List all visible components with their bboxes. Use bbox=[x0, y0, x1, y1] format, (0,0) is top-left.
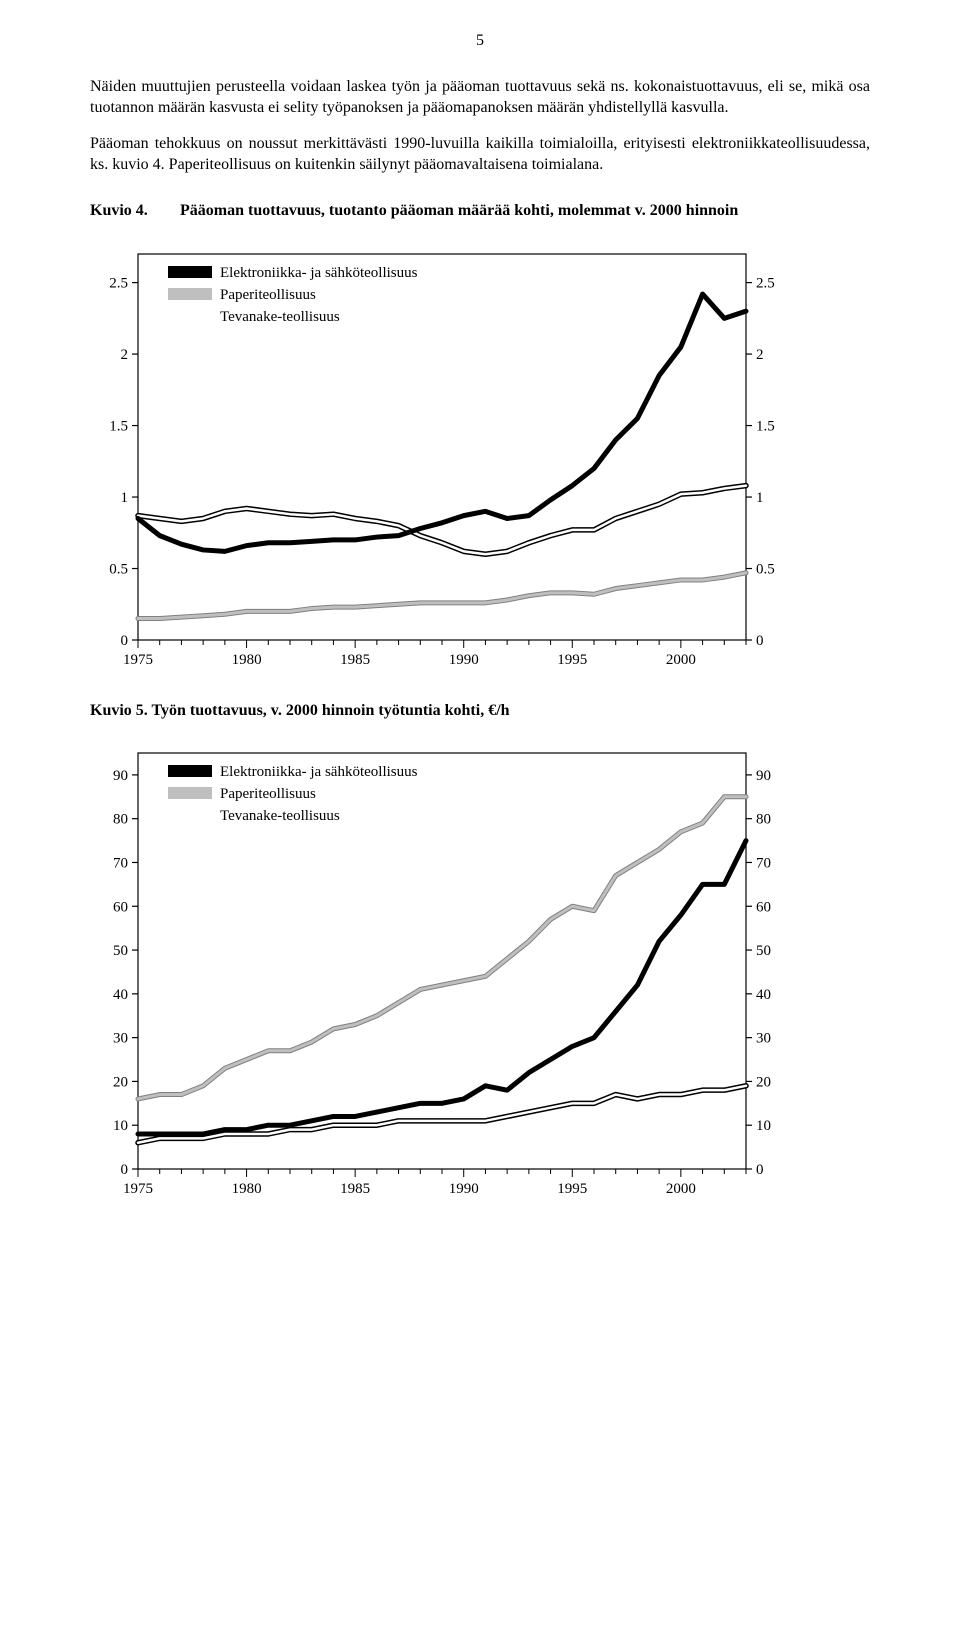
svg-text:70: 70 bbox=[113, 856, 128, 872]
svg-text:1995: 1995 bbox=[557, 1181, 587, 1197]
kuvio4-heading: Kuvio 4. Pääoman tuottavuus, tuotanto pä… bbox=[90, 200, 870, 222]
svg-text:0.5: 0.5 bbox=[756, 561, 775, 577]
svg-text:1985: 1985 bbox=[340, 652, 370, 668]
svg-text:70: 70 bbox=[756, 856, 771, 872]
svg-text:Tevanake-teollisuus: Tevanake-teollisuus bbox=[220, 808, 340, 824]
svg-text:2000: 2000 bbox=[666, 652, 696, 668]
svg-text:1980: 1980 bbox=[232, 652, 262, 668]
svg-text:1: 1 bbox=[756, 490, 764, 506]
svg-text:60: 60 bbox=[756, 899, 771, 915]
svg-text:1990: 1990 bbox=[449, 652, 479, 668]
svg-text:2.5: 2.5 bbox=[109, 275, 128, 291]
svg-text:60: 60 bbox=[113, 899, 128, 915]
svg-text:Elektroniikka- ja sähköteollis: Elektroniikka- ja sähköteollisuus bbox=[220, 764, 418, 780]
svg-text:1980: 1980 bbox=[232, 1181, 262, 1197]
svg-text:1990: 1990 bbox=[449, 1181, 479, 1197]
svg-text:10: 10 bbox=[756, 1118, 771, 1134]
svg-text:2: 2 bbox=[121, 347, 129, 363]
svg-text:1.5: 1.5 bbox=[109, 418, 128, 434]
svg-text:50: 50 bbox=[113, 943, 128, 959]
svg-text:1995: 1995 bbox=[557, 652, 587, 668]
svg-text:40: 40 bbox=[113, 987, 128, 1003]
svg-text:0.5: 0.5 bbox=[109, 561, 128, 577]
chart-4: 0 0 0.5 0.5 1 1 1.5 1.5 2 2 2.5 2.5 1975 1980 1985 1990… bbox=[90, 240, 870, 670]
svg-text:0: 0 bbox=[756, 1162, 764, 1178]
chart-5: 0 0 10 10 20 20 30 30 40 40 50 50 60 60 70 70 80 80 90 90 19… bbox=[90, 739, 870, 1199]
svg-text:80: 80 bbox=[756, 812, 771, 828]
svg-text:0: 0 bbox=[121, 633, 129, 649]
paragraph-1: Näiden muuttujien perusteella voidaan la… bbox=[90, 76, 870, 119]
svg-text:40: 40 bbox=[756, 987, 771, 1003]
svg-text:Paperiteollisuus: Paperiteollisuus bbox=[220, 287, 316, 303]
svg-text:30: 30 bbox=[756, 1031, 771, 1047]
svg-text:1975: 1975 bbox=[123, 652, 153, 668]
kuvio5-title-text: Kuvio 5. Työn tuottavuus, v. 2000 hinnoi… bbox=[90, 700, 870, 722]
svg-text:Tevanake-teollisuus: Tevanake-teollisuus bbox=[220, 309, 340, 325]
svg-text:1975: 1975 bbox=[123, 1181, 153, 1197]
svg-text:2.5: 2.5 bbox=[756, 275, 775, 291]
svg-text:80: 80 bbox=[113, 812, 128, 828]
kuvio5-heading: Kuvio 5. Työn tuottavuus, v. 2000 hinnoi… bbox=[90, 700, 870, 722]
svg-text:50: 50 bbox=[756, 943, 771, 959]
svg-text:2: 2 bbox=[756, 347, 764, 363]
svg-text:20: 20 bbox=[756, 1075, 771, 1091]
svg-text:90: 90 bbox=[756, 768, 771, 784]
svg-text:10: 10 bbox=[113, 1118, 128, 1134]
svg-text:0: 0 bbox=[121, 1162, 129, 1178]
svg-text:2000: 2000 bbox=[666, 1181, 696, 1197]
svg-text:30: 30 bbox=[113, 1031, 128, 1047]
svg-text:0: 0 bbox=[756, 633, 764, 649]
page-number: 5 bbox=[90, 30, 870, 52]
svg-text:Paperiteollisuus: Paperiteollisuus bbox=[220, 786, 316, 802]
svg-text:20: 20 bbox=[113, 1075, 128, 1091]
paragraph-2: Pääoman tehokkuus on noussut merkittäväs… bbox=[90, 133, 870, 176]
kuvio4-title-text: Pääoman tuottavuus, tuotanto pääoman mää… bbox=[180, 200, 870, 222]
svg-text:1.5: 1.5 bbox=[756, 418, 775, 434]
svg-text:90: 90 bbox=[113, 768, 128, 784]
svg-text:Elektroniikka- ja sähköteollis: Elektroniikka- ja sähköteollisuus bbox=[220, 265, 418, 281]
svg-text:1985: 1985 bbox=[340, 1181, 370, 1197]
kuvio4-label: Kuvio 4. bbox=[90, 200, 180, 222]
svg-text:1: 1 bbox=[121, 490, 129, 506]
